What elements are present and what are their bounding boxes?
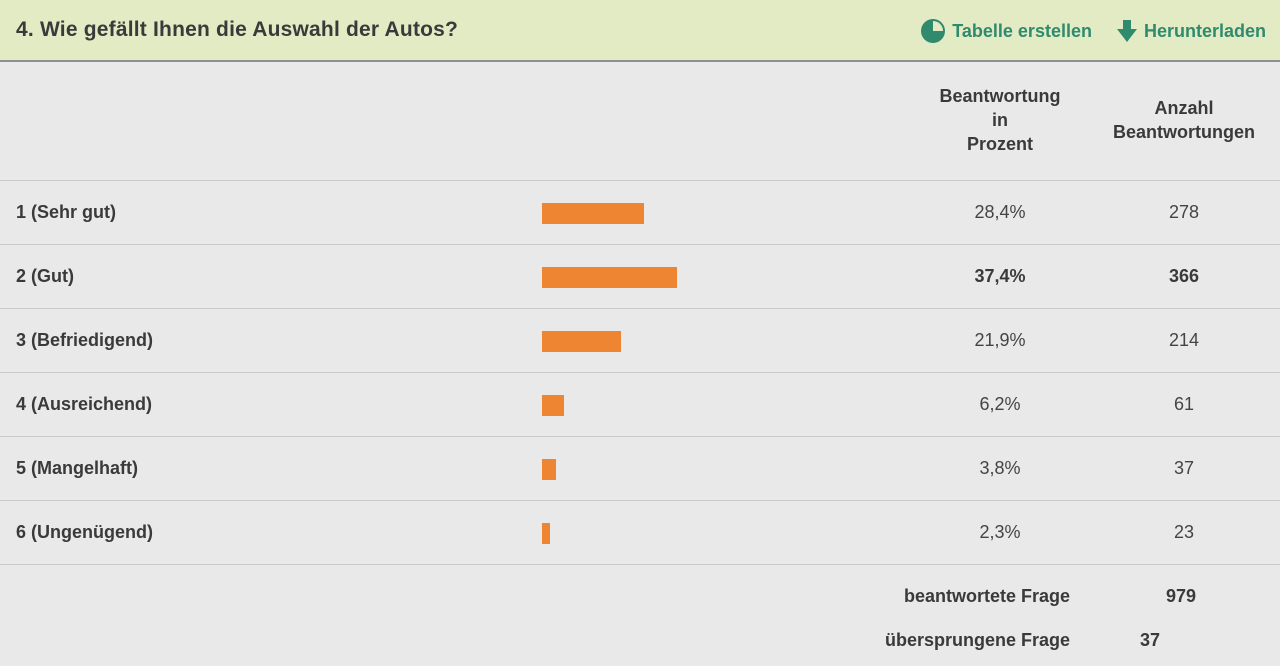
answer-row: 5 (Mangelhaft) 3,8% 37 xyxy=(0,436,1280,500)
answer-bar xyxy=(542,267,677,288)
download-label: Herunterladen xyxy=(1143,20,1266,41)
answer-row: 6 (Ungenügend) 2,3% 23 xyxy=(0,500,1280,565)
answer-count: 37 xyxy=(1173,458,1195,478)
count-header-line-1: Anzahl xyxy=(1154,98,1214,118)
header-actions: Tabelle erstellen Herunterladen xyxy=(920,18,1266,44)
answer-count: 23 xyxy=(1173,522,1195,542)
answer-bar xyxy=(542,523,550,544)
answer-percent: 37,4% xyxy=(974,266,1026,286)
answer-label: 2 (Gut) xyxy=(16,266,74,286)
skipped-label: übersprungene Frage xyxy=(884,630,1070,650)
question-header: 4. Wie gefällt Ihnen die Auswahl der Aut… xyxy=(0,0,1280,62)
answer-bar xyxy=(542,395,564,416)
answer-percent: 21,9% xyxy=(974,330,1026,350)
answer-percent: 6,2% xyxy=(979,394,1021,414)
answer-label: 1 (Sehr gut) xyxy=(16,202,117,222)
answer-bar xyxy=(542,459,556,480)
create-table-label: Tabelle erstellen xyxy=(952,20,1092,41)
count-header-line-2: Beantwortungen xyxy=(1113,122,1255,142)
download-arrow-icon xyxy=(1116,20,1137,42)
create-table-button[interactable]: Tabelle erstellen xyxy=(920,18,1092,44)
answer-percent: 28,4% xyxy=(974,202,1026,222)
answer-count: 61 xyxy=(1173,394,1195,414)
answer-percent: 3,8% xyxy=(979,458,1021,478)
answer-row: 3 (Befriedigend) 21,9% 214 xyxy=(0,308,1280,372)
percent-header-line-3: Prozent xyxy=(966,134,1033,154)
answer-count: 278 xyxy=(1168,202,1200,222)
count-column-header: Anzahl Beantwortungen xyxy=(1096,96,1272,144)
percent-header-line-1: Beantwortung xyxy=(939,86,1061,106)
answered-value: 979 xyxy=(1166,586,1197,606)
answer-row: 1 (Sehr gut) 28,4% 278 xyxy=(0,180,1280,244)
answer-label: 5 (Mangelhaft) xyxy=(16,458,139,478)
percent-column-header: Beantwortung in Prozent xyxy=(912,84,1088,156)
pie-chart-icon xyxy=(921,19,946,43)
answer-percent: 2,3% xyxy=(979,522,1021,542)
answer-count: 366 xyxy=(1168,266,1200,286)
answer-label: 6 (Ungenügend) xyxy=(16,522,153,542)
answer-count: 214 xyxy=(1168,330,1200,350)
answer-label: 4 (Ausreichend) xyxy=(16,394,153,414)
answer-bar xyxy=(542,331,621,352)
skipped-value: 37 xyxy=(1140,630,1161,650)
percent-header-line-2: in xyxy=(992,110,1008,130)
answer-rows: 1 (Sehr gut) 28,4% 278 2 (Gut) 37,4% 366… xyxy=(0,180,1280,565)
answer-label: 3 (Befriedigend) xyxy=(16,330,154,350)
question-title: 4. Wie gefällt Ihnen die Auswahl der Aut… xyxy=(16,18,459,41)
answered-label: beantwortete Frage xyxy=(903,586,1070,606)
answer-row: 2 (Gut) 37,4% 366 xyxy=(0,244,1280,308)
answer-row: 4 (Ausreichend) 6,2% 61 xyxy=(0,372,1280,436)
download-button[interactable]: Herunterladen xyxy=(1116,18,1266,44)
answer-bar xyxy=(542,203,644,224)
